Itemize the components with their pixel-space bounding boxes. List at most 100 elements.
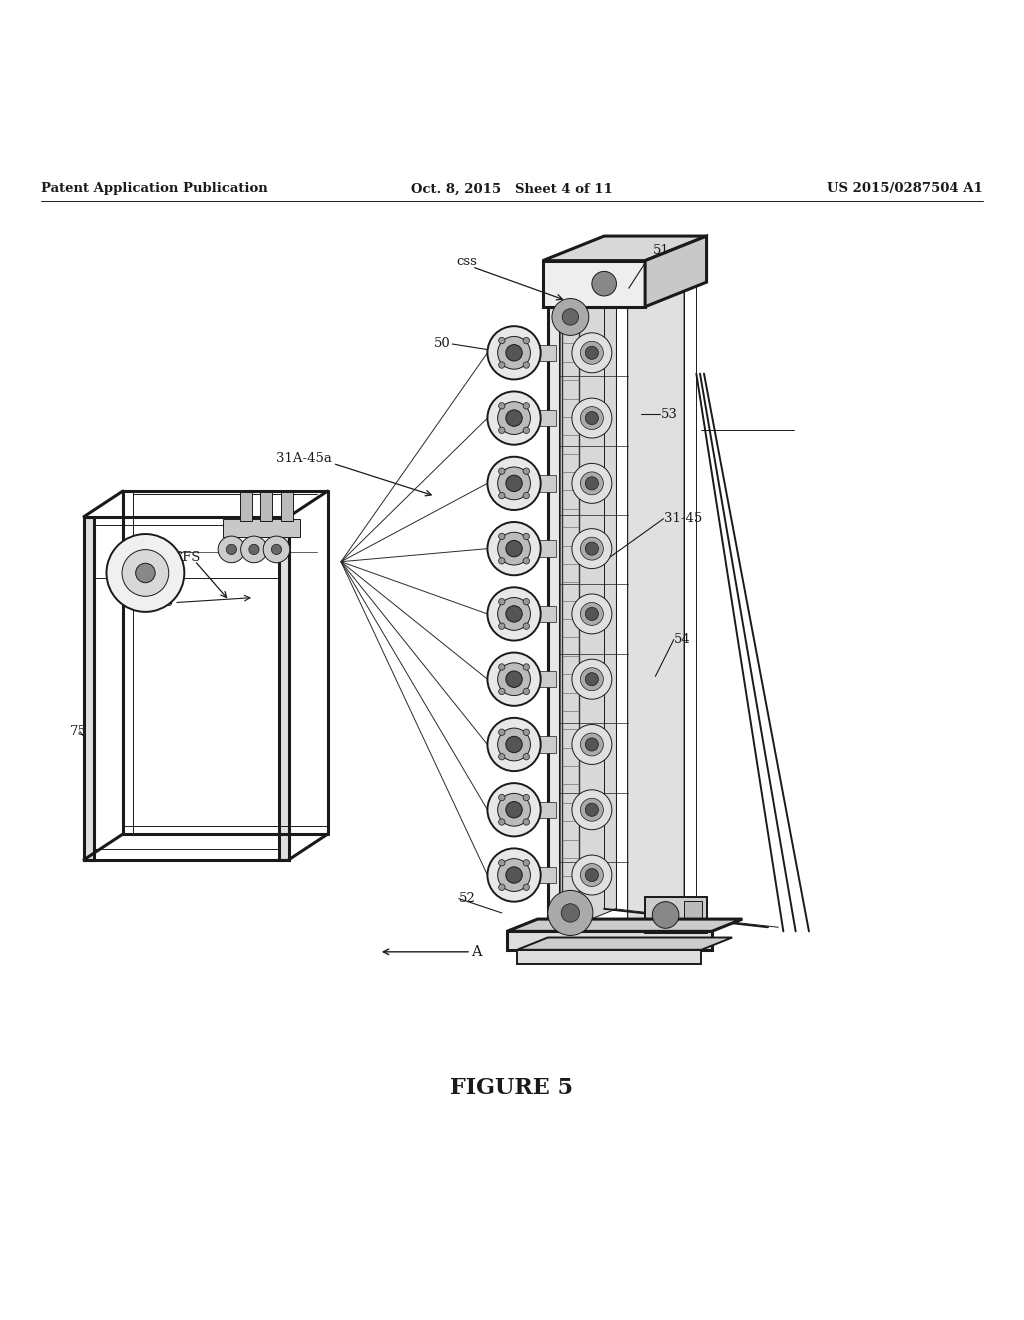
Circle shape (523, 362, 529, 368)
Bar (281, 492, 293, 520)
Polygon shape (538, 801, 556, 818)
Text: 66: 66 (156, 597, 173, 609)
Circle shape (523, 467, 529, 474)
Circle shape (506, 606, 522, 622)
Text: CFS: CFS (172, 552, 201, 564)
Text: Patent Application Publication: Patent Application Publication (41, 182, 267, 195)
Bar (279, 516, 289, 859)
Polygon shape (538, 345, 556, 360)
Circle shape (122, 549, 169, 597)
Polygon shape (538, 475, 556, 491)
Circle shape (498, 401, 530, 434)
Circle shape (499, 884, 505, 891)
Circle shape (581, 407, 603, 429)
Circle shape (506, 475, 522, 491)
Circle shape (523, 884, 529, 891)
Text: US 2015/0287504 A1: US 2015/0287504 A1 (827, 182, 983, 195)
Circle shape (499, 688, 505, 694)
Polygon shape (548, 284, 616, 306)
Circle shape (499, 403, 505, 409)
Circle shape (499, 623, 505, 630)
Circle shape (561, 904, 580, 923)
Circle shape (499, 338, 505, 343)
Text: 50: 50 (434, 337, 451, 350)
Circle shape (499, 557, 505, 564)
Text: 31-45: 31-45 (664, 512, 701, 525)
Polygon shape (538, 411, 556, 426)
Circle shape (226, 544, 237, 554)
Circle shape (652, 902, 679, 928)
Circle shape (487, 718, 541, 771)
Circle shape (586, 412, 598, 425)
Bar (628, 306, 640, 932)
Circle shape (499, 492, 505, 499)
Circle shape (506, 345, 522, 360)
Circle shape (499, 664, 505, 671)
Circle shape (498, 337, 530, 370)
Circle shape (135, 564, 156, 582)
Circle shape (487, 392, 541, 445)
Circle shape (581, 602, 603, 626)
Polygon shape (645, 236, 707, 306)
Circle shape (586, 607, 598, 620)
Circle shape (506, 411, 522, 426)
Circle shape (523, 859, 529, 866)
Circle shape (271, 544, 282, 554)
Circle shape (523, 688, 529, 694)
Circle shape (581, 799, 603, 821)
Circle shape (499, 818, 505, 825)
Circle shape (241, 536, 267, 562)
Circle shape (571, 399, 611, 438)
Circle shape (498, 598, 530, 631)
Circle shape (499, 362, 505, 368)
Circle shape (218, 536, 245, 562)
Polygon shape (543, 236, 707, 260)
Polygon shape (507, 919, 742, 932)
Circle shape (571, 855, 611, 895)
Circle shape (498, 467, 530, 500)
Circle shape (506, 867, 522, 883)
Bar (543, 260, 645, 306)
Circle shape (523, 533, 529, 540)
Circle shape (586, 673, 598, 686)
Circle shape (571, 725, 611, 764)
Circle shape (592, 272, 616, 296)
Circle shape (571, 659, 611, 700)
Circle shape (487, 457, 541, 510)
Bar (223, 519, 300, 537)
Circle shape (487, 849, 541, 902)
Polygon shape (560, 284, 616, 932)
Circle shape (506, 801, 522, 818)
Text: 51: 51 (653, 244, 670, 257)
Circle shape (523, 428, 529, 433)
Bar (645, 896, 707, 933)
Circle shape (548, 891, 593, 936)
Circle shape (523, 598, 529, 605)
Circle shape (506, 737, 522, 752)
Circle shape (523, 338, 529, 343)
Circle shape (586, 803, 598, 816)
Bar (84, 516, 94, 859)
Circle shape (586, 543, 598, 556)
Circle shape (581, 342, 603, 364)
Polygon shape (628, 284, 696, 306)
Text: 53: 53 (660, 408, 677, 421)
Circle shape (249, 544, 259, 554)
Circle shape (499, 467, 505, 474)
Circle shape (498, 793, 530, 826)
Text: A: A (471, 945, 481, 958)
Circle shape (498, 858, 530, 891)
Circle shape (487, 326, 541, 379)
Circle shape (499, 598, 505, 605)
Circle shape (581, 733, 603, 756)
Text: 52: 52 (459, 892, 475, 906)
Polygon shape (538, 867, 556, 883)
Circle shape (499, 859, 505, 866)
Text: 31A-45a: 31A-45a (276, 451, 333, 465)
Bar (260, 492, 272, 520)
Circle shape (523, 818, 529, 825)
Circle shape (499, 754, 505, 760)
Circle shape (586, 738, 598, 751)
Text: Oct. 8, 2015   Sheet 4 of 11: Oct. 8, 2015 Sheet 4 of 11 (411, 182, 613, 195)
Circle shape (523, 492, 529, 499)
